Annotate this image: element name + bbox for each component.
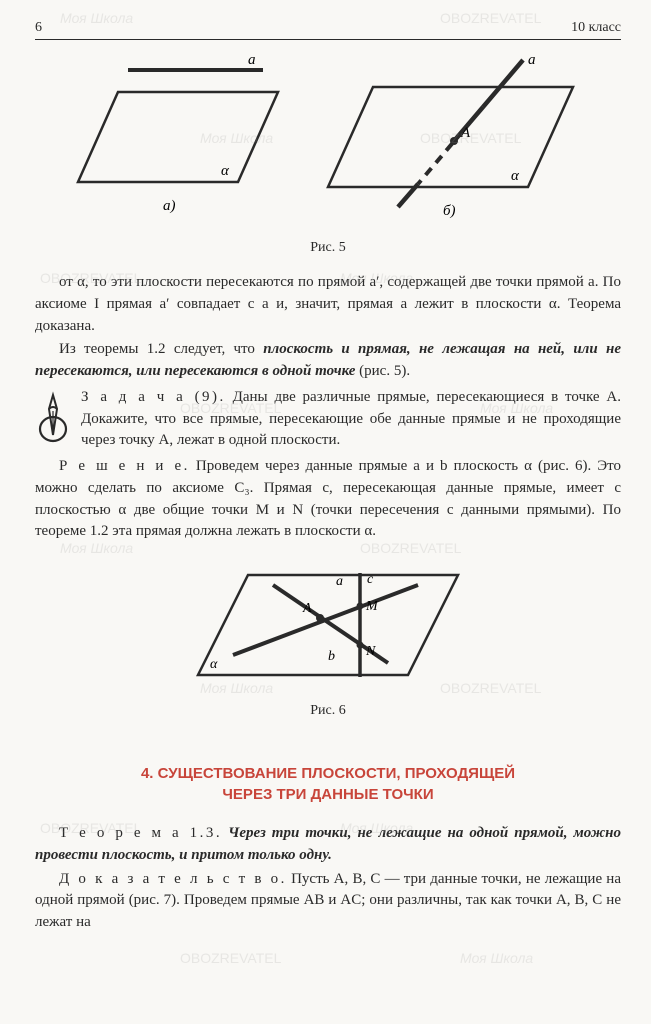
page-header: 6 10 класс: [35, 20, 621, 40]
figure-5-row: a α а) A: [35, 52, 621, 232]
theorem-block: Т е о р е м а 1.3. Через три точки, не л…: [35, 823, 621, 934]
svg-text:c: c: [367, 572, 374, 587]
svg-text:b: b: [328, 649, 335, 664]
fig5b-label-a: a: [528, 52, 536, 68]
fig5a-label-a: a: [248, 52, 256, 68]
fig5b-label-alpha: α: [511, 168, 520, 184]
solution-paragraph: Р е ш е н и е. Проведем через данные пря…: [35, 456, 621, 543]
figure-5a-svg: a α а): [68, 52, 288, 222]
task-block: З а д а ч а (9). Даны две различные прям…: [35, 387, 621, 452]
figure-5a: a α а): [68, 52, 288, 232]
body-text: от α, то эти плоскости пересекаются по п…: [35, 272, 621, 543]
figure-5b: A a α б): [318, 52, 588, 232]
svg-text:α: α: [210, 657, 218, 672]
figure-5-caption: Рис. 5: [35, 240, 621, 256]
svg-text:M: M: [365, 599, 379, 614]
proof-text: Д о к а з а т е л ь с т в о. Пусть A, B,…: [35, 869, 621, 934]
pen-icon: [35, 389, 71, 451]
figure-6-caption: Рис. 6: [310, 703, 346, 719]
page-number: 6: [35, 20, 42, 36]
svg-text:a: a: [336, 574, 343, 589]
grade-label: 10 класс: [571, 20, 621, 36]
figure-6-wrap: A M N a b c α Рис. 6: [35, 555, 621, 735]
fig5b-sublabel: б): [443, 203, 456, 219]
section-heading: 4. СУЩЕСТВОВАНИЕ ПЛОСКОСТИ, ПРОХОДЯЩЕЙ Ч…: [35, 763, 621, 805]
paragraph-2: Из теоремы 1.2 следует, что плоскость и …: [35, 339, 621, 383]
figure-6-svg: A M N a b c α: [188, 555, 468, 705]
watermark: OBOZREVATEL: [180, 950, 281, 966]
fig5a-sublabel: а): [163, 198, 176, 214]
textbook-page: Моя ШколаOBOZREVATELМоя ШколаOBOZREVATEL…: [0, 0, 651, 1024]
theorem-text: Т е о р е м а 1.3. Через три точки, не л…: [35, 823, 621, 867]
fig5a-label-alpha: α: [221, 163, 230, 179]
svg-text:A: A: [302, 601, 312, 616]
paragraph-1: от α, то эти плоскости пересекаются по п…: [35, 272, 621, 337]
svg-text:N: N: [365, 644, 376, 659]
watermark: Моя Школа: [460, 950, 533, 966]
task-text: З а д а ч а (9). Даны две различные прям…: [81, 387, 621, 452]
figure-5b-svg: A a α б): [318, 52, 588, 227]
fig5b-label-A: A: [460, 125, 471, 141]
